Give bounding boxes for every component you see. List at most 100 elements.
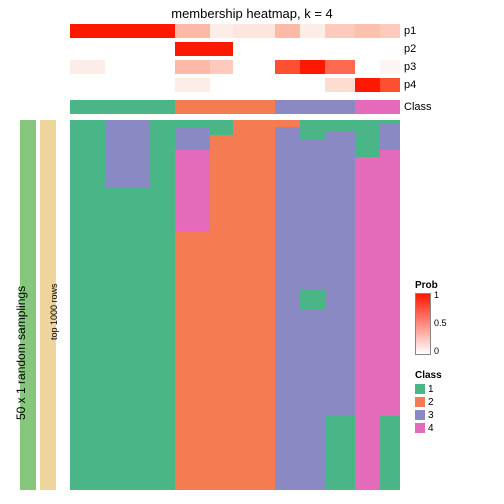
annot-cell xyxy=(150,60,175,74)
annot-cell xyxy=(210,78,233,92)
annot-cell xyxy=(175,42,210,56)
annot-cell xyxy=(325,60,355,74)
legend-class-item: 2 xyxy=(415,396,442,408)
heat-segment xyxy=(175,231,210,490)
prob-tick: 0.5 xyxy=(434,318,447,328)
annot-label: p2 xyxy=(404,43,416,55)
heat-segment xyxy=(300,120,325,139)
class-cell xyxy=(175,100,210,114)
legend-class-item: 4 xyxy=(415,422,442,434)
heat-segment xyxy=(300,290,325,309)
heat-segment xyxy=(355,157,380,490)
legend-class-item: 1 xyxy=(415,383,442,395)
class-cell xyxy=(233,100,275,114)
legend-prob: Prob 10.50 xyxy=(415,280,438,355)
annot-cell xyxy=(380,60,400,74)
annot-label: p1 xyxy=(404,25,416,37)
class-cell xyxy=(105,100,150,114)
annot-cell xyxy=(325,24,355,38)
legend-class-title: Class xyxy=(415,370,442,381)
annot-cell xyxy=(355,78,380,92)
annot-cell xyxy=(175,78,210,92)
annot-row-p1 xyxy=(70,24,400,38)
heat-segment xyxy=(105,194,150,490)
class-cell xyxy=(355,100,380,114)
annot-cell xyxy=(70,24,105,38)
annot-cell xyxy=(275,24,300,38)
class-cell xyxy=(325,100,355,114)
heat-column xyxy=(233,120,275,490)
class-row xyxy=(70,100,400,114)
heat-segment xyxy=(300,139,325,291)
annot-cell xyxy=(380,78,400,92)
heat-column xyxy=(150,120,175,490)
heat-segment xyxy=(175,127,210,149)
heat-segment xyxy=(233,120,275,490)
annot-cell xyxy=(275,60,300,74)
heat-segment xyxy=(210,120,233,135)
annot-cell xyxy=(300,24,325,38)
row-annot-label: top 1000 rows xyxy=(49,283,59,340)
annot-cell xyxy=(105,60,150,74)
annot-cell xyxy=(275,78,300,92)
class-cell xyxy=(300,100,325,114)
annot-cell xyxy=(175,60,210,74)
heat-column xyxy=(210,120,233,490)
chart-title: membership heatmap, k = 4 xyxy=(0,6,504,21)
annot-cell xyxy=(150,78,175,92)
annot-cell xyxy=(380,42,400,56)
heat-segment xyxy=(325,120,355,131)
annot-cell xyxy=(233,60,275,74)
heat-column xyxy=(105,120,150,490)
annot-cell xyxy=(275,42,300,56)
annot-cell xyxy=(233,42,275,56)
annot-row-p3 xyxy=(70,60,400,74)
annot-cell xyxy=(150,24,175,38)
heat-segment xyxy=(380,150,400,416)
legend-label: 4 xyxy=(428,423,434,434)
heat-column xyxy=(175,120,210,490)
annot-cell xyxy=(70,60,105,74)
heat-segment xyxy=(175,120,210,127)
class-cell xyxy=(70,100,105,114)
annot-cell xyxy=(105,42,150,56)
annot-cell xyxy=(355,60,380,74)
heat-column xyxy=(300,120,325,490)
prob-colorbar: 10.50 xyxy=(415,293,431,355)
heat-column xyxy=(70,120,105,490)
annot-cell xyxy=(233,24,275,38)
class-cell xyxy=(210,100,233,114)
annot-cell xyxy=(300,60,325,74)
legend-label: 3 xyxy=(428,410,434,421)
annot-cell xyxy=(300,42,325,56)
heat-segment xyxy=(150,120,175,490)
heat-column xyxy=(275,120,300,490)
annot-cell xyxy=(355,24,380,38)
heat-segment xyxy=(355,120,380,131)
heat-column xyxy=(380,120,400,490)
legend-label: 1 xyxy=(428,384,434,395)
heat-segment xyxy=(325,131,355,416)
annot-cell xyxy=(105,24,150,38)
heat-segment xyxy=(175,150,210,231)
annot-cell xyxy=(210,60,233,74)
annot-label: p3 xyxy=(404,61,416,73)
heat-segment xyxy=(325,416,355,490)
annot-row-p2 xyxy=(70,42,400,56)
legend-class-item: 3 xyxy=(415,409,442,421)
heat-segment xyxy=(105,139,150,187)
annot-cell xyxy=(325,78,355,92)
annot-cell xyxy=(355,42,380,56)
heat-segment xyxy=(210,135,233,490)
annot-cell xyxy=(325,42,355,56)
legend-class: Class 12 3 4 xyxy=(415,370,442,435)
legend-swatch xyxy=(415,410,425,420)
annot-cell xyxy=(150,42,175,56)
heat-segment xyxy=(380,124,400,150)
heat-segment xyxy=(275,127,300,490)
heat-segment xyxy=(275,120,300,127)
legend-swatch xyxy=(415,423,425,433)
heat-column xyxy=(355,120,380,490)
samplings-label: 50 x 1 random samplings xyxy=(14,286,28,420)
prob-tick: 1 xyxy=(434,290,439,300)
